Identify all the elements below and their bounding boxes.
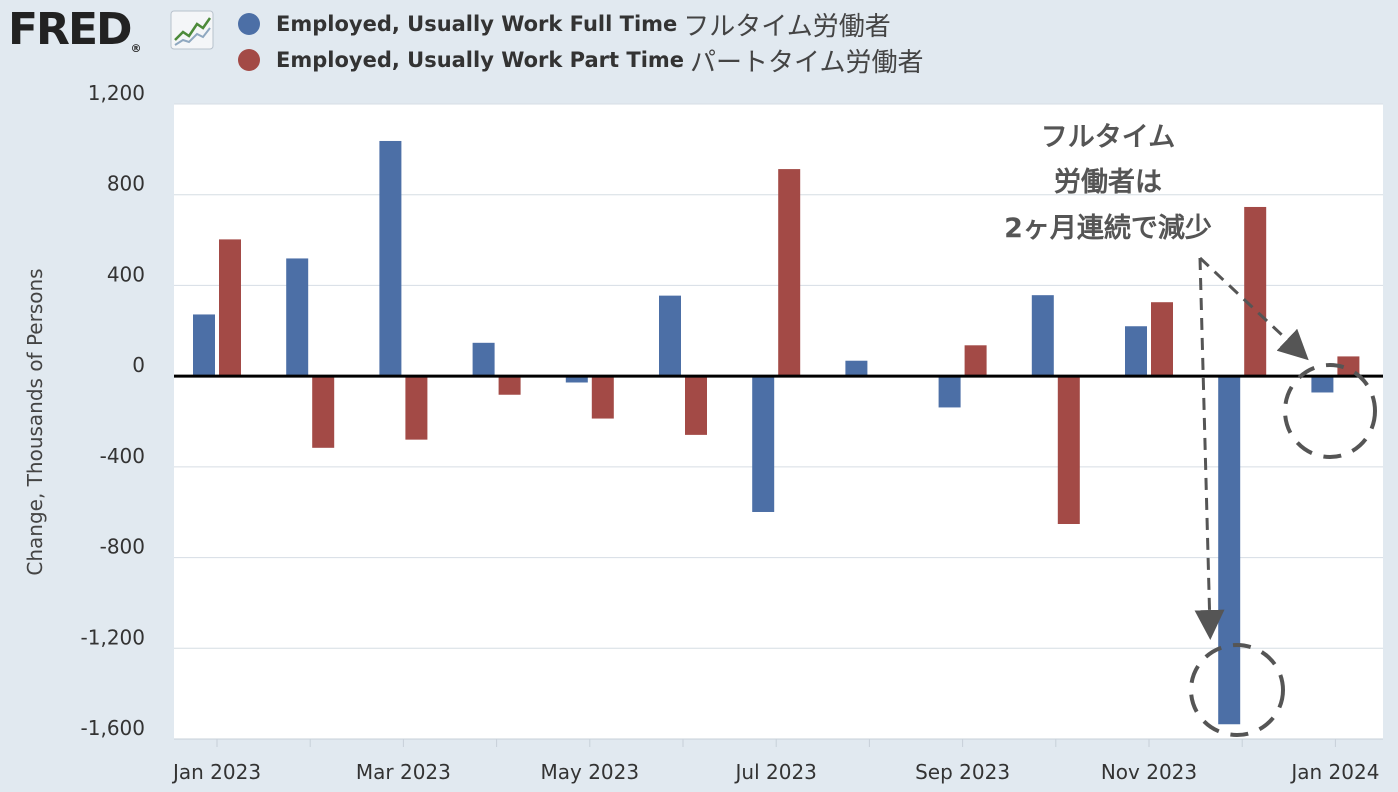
y-axis-ticks: 1,200 800 400 0 -400 -800 -1,200 -1,600: [81, 81, 145, 740]
bar-full-time-7[interactable]: [845, 360, 868, 377]
legend-label-full-time: Employed, Usually Work Full Time: [276, 12, 678, 36]
fred-logo: FRED®: [8, 4, 142, 55]
y-tick-label: 1,200: [88, 81, 145, 105]
bar-full-time-1[interactable]: [286, 258, 309, 377]
legend-label-part-time-jp: パートタイム労働者: [690, 47, 924, 78]
bar-part-time-6[interactable]: [778, 169, 801, 377]
legend-label-part-time: Employed, Usually Work Part Time: [276, 48, 685, 72]
bar-part-time-5[interactable]: [685, 376, 707, 435]
x-tick-label: Jan 2023: [171, 760, 261, 784]
bar-part-time-0[interactable]: [219, 239, 241, 377]
bar-part-time-11[interactable]: [1244, 206, 1267, 377]
y-tick-label: 0: [132, 353, 145, 377]
bar-part-time-1[interactable]: [312, 376, 335, 448]
fred-logo-text: FRED: [8, 4, 133, 55]
bar-full-time-10[interactable]: [1125, 326, 1147, 377]
bar-full-time-12[interactable]: [1311, 376, 1334, 393]
x-tick-label: May 2023: [540, 760, 639, 784]
bar-full-time-8[interactable]: [938, 376, 961, 408]
legend-item-part-time[interactable]: Employed, Usually Work Part Time パートタイム労…: [238, 42, 924, 78]
bar-part-time-2[interactable]: [405, 376, 428, 440]
y-axis-label: Change, Thousands of Persons: [23, 268, 47, 575]
x-tick-label: Nov 2023: [1101, 760, 1197, 784]
y-tick-label: -800: [100, 535, 145, 559]
annotation-line-2: 労働者は: [1054, 167, 1162, 198]
bar-part-time-10[interactable]: [1151, 302, 1173, 377]
x-tick-label: Sep 2023: [915, 760, 1010, 784]
x-axis-ticks: Jan 2023 Mar 2023 May 2023 Jul 2023 Sep 2023…: [171, 738, 1383, 784]
y-tick-label: 800: [107, 172, 145, 196]
legend: Employed, Usually Work Full Time フルタイム労働…: [238, 6, 924, 78]
bar-full-time-0[interactable]: [193, 314, 215, 377]
bar-full-time-5[interactable]: [659, 295, 681, 377]
y-tick-label: 400: [107, 262, 145, 286]
bar-part-time-9[interactable]: [1057, 376, 1080, 525]
y-tick-label: -1,600: [81, 716, 145, 740]
bar-part-time-12[interactable]: [1337, 356, 1360, 377]
x-tick-label: Jul 2023: [734, 760, 817, 784]
legend-label-full-time-jp: フルタイム労働者: [683, 11, 891, 42]
x-tick-label: Mar 2023: [356, 760, 451, 784]
bar-full-time-6[interactable]: [752, 376, 775, 512]
legend-dot-full-time: [238, 13, 260, 35]
bar-full-time-2[interactable]: [379, 140, 402, 377]
annotation-arrow-right: [1198, 256, 1309, 361]
annotation-line-3: 2ヶ月連続で減少: [1004, 213, 1212, 244]
annotation: フルタイム 労働者は 2ヶ月連続で減少: [1004, 122, 1377, 737]
y-tick-label: -1,200: [81, 625, 145, 649]
bar-full-time-9[interactable]: [1031, 295, 1054, 377]
x-tick-label: Jan 2024: [1289, 760, 1379, 784]
annotation-arrow-down: [1194, 257, 1225, 640]
y-tick-label: -400: [100, 444, 145, 468]
highlight-circle-jan-2024: [1283, 363, 1377, 459]
bar-part-time-4[interactable]: [591, 376, 614, 419]
bar-full-time-3[interactable]: [472, 342, 495, 377]
bars: [193, 140, 1360, 725]
bar-part-time-8[interactable]: [964, 345, 987, 377]
legend-item-full-time[interactable]: Employed, Usually Work Full Time フルタイム労働…: [238, 6, 924, 42]
chart-header: FRED® Employed, Usually Work Full Time フ…: [0, 0, 1398, 92]
highlight-circle-dec-2023: [1189, 643, 1285, 737]
annotation-line-1: フルタイム: [1041, 122, 1175, 153]
fred-line-chart-icon: [170, 10, 214, 50]
bar-part-time-3[interactable]: [498, 376, 521, 395]
registered-mark: ®: [130, 42, 142, 55]
legend-dot-part-time: [238, 49, 260, 71]
bar-full-time-4[interactable]: [565, 376, 588, 383]
bar-full-time-11[interactable]: [1218, 376, 1241, 725]
